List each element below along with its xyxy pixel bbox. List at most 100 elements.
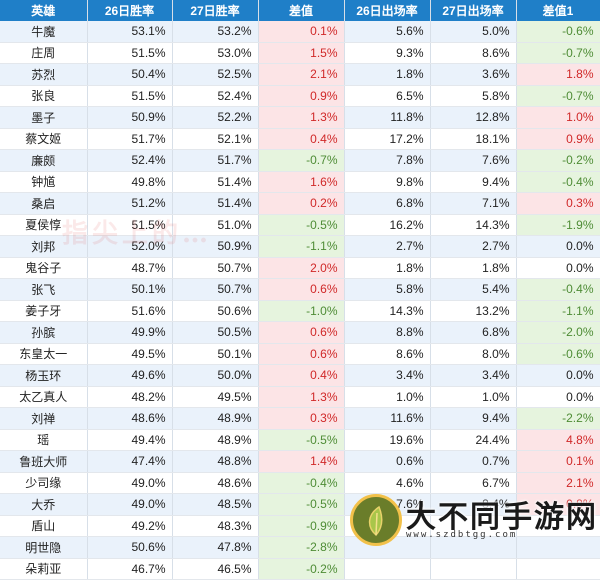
pickrate-diff-cell: 0.3% [516,192,600,215]
winrate-diff-cell: 0.9% [258,85,345,107]
winrate-diff-cell: -2.8% [258,536,345,559]
hero-name-cell: 苏烈 [0,63,88,86]
winrate-26-cell: 47.4% [87,450,173,473]
pickrate-diff-cell: -0.2% [516,149,600,172]
table-row: 东皇太一 49.5% 50.1% 0.6% 8.6% 8.0% -0.6% [0,343,600,365]
pickrate-26-cell: 5.8% [344,278,431,301]
winrate-diff-cell: -1.0% [258,300,345,322]
winrate-27-cell: 51.4% [172,171,259,193]
hero-name-cell: 廉颇 [0,149,88,172]
header-hero[interactable]: 英雄 [0,0,88,21]
pickrate-diff-cell: 0.1% [516,450,600,473]
winrate-27-cell: 53.2% [172,21,259,43]
winrate-26-cell: 49.5% [87,343,173,365]
pickrate-27-cell [430,558,517,580]
table-row: 苏烈 50.4% 52.5% 2.1% 1.8% 3.6% 1.8% [0,63,600,86]
table-row: 庄周 51.5% 53.0% 1.5% 9.3% 8.6% -0.7% [0,42,600,64]
pickrate-27-cell [430,536,517,559]
winrate-26-cell: 49.4% [87,429,173,451]
pickrate-27-cell: 1.0% [430,386,517,408]
winrate-26-cell: 50.4% [87,63,173,86]
pickrate-diff-cell: -0.7% [516,85,600,107]
hero-name-cell: 少司缘 [0,472,88,494]
pickrate-27-cell: 5.4% [430,278,517,301]
winrate-27-cell: 50.1% [172,343,259,365]
winrate-27-cell: 48.9% [172,429,259,451]
winrate-26-cell: 53.1% [87,21,173,43]
winrate-26-cell: 49.8% [87,171,173,193]
winrate-diff-cell: -0.5% [258,493,345,516]
pickrate-diff-cell [516,536,600,559]
winrate-26-cell: 50.1% [87,278,173,301]
hero-name-cell: 张良 [0,85,88,107]
pickrate-diff-cell: -1.1% [516,300,600,322]
winrate-26-cell: 49.2% [87,515,173,537]
pickrate-26-cell: 19.6% [344,429,431,451]
pickrate-diff-cell: -0.4% [516,278,600,301]
pickrate-diff-cell [516,515,600,537]
table-row: 瑶 49.4% 48.9% -0.5% 19.6% 24.4% 4.8% [0,429,600,451]
winrate-diff-cell: -0.5% [258,214,345,236]
winrate-diff-cell: 1.3% [258,106,345,129]
table-row: 姜子牙 51.6% 50.6% -1.0% 14.3% 13.2% -1.1% [0,300,600,322]
pickrate-26-cell: 1.8% [344,257,431,279]
pickrate-26-cell: 8.8% [344,321,431,344]
pickrate-27-cell: 2.7% [430,235,517,258]
pickrate-26-cell: 1.8% [344,63,431,86]
winrate-26-cell: 51.7% [87,128,173,150]
winrate-diff-cell: 1.6% [258,171,345,193]
pickrate-26-cell: 7.6% [344,493,431,516]
table-row: 墨子 50.9% 52.2% 1.3% 11.8% 12.8% 1.0% [0,106,600,129]
table-row: 盾山 49.2% 48.3% -0.9% [0,515,600,537]
winrate-26-cell: 52.4% [87,149,173,172]
hero-name-cell: 孙膑 [0,321,88,344]
pickrate-diff-cell: 0.9% [516,128,600,150]
header-winrate-diff[interactable]: 差值 [258,0,345,21]
winrate-26-cell: 52.0% [87,235,173,258]
winrate-27-cell: 53.0% [172,42,259,64]
pickrate-27-cell: 6.8% [430,321,517,344]
table-row: 刘禅 48.6% 48.9% 0.3% 11.6% 9.4% -2.2% [0,407,600,430]
header-pickrate-27[interactable]: 27日出场率 [430,0,517,21]
table-row: 鬼谷子 48.7% 50.7% 2.0% 1.8% 1.8% 0.0% [0,257,600,279]
pickrate-26-cell: 8.6% [344,343,431,365]
pickrate-26-cell [344,515,431,537]
hero-name-cell: 墨子 [0,106,88,129]
header-winrate-27[interactable]: 27日胜率 [172,0,259,21]
table-row: 朵莉亚 46.7% 46.5% -0.2% [0,558,600,580]
winrate-27-cell: 52.4% [172,85,259,107]
pickrate-26-cell: 6.5% [344,85,431,107]
winrate-diff-cell: -0.4% [258,472,345,494]
pickrate-27-cell: 9.4% [430,407,517,430]
header-pickrate-26[interactable]: 26日出场率 [344,0,431,21]
header-pickrate-diff[interactable]: 差值1 [516,0,600,21]
pickrate-26-cell: 2.7% [344,235,431,258]
winrate-27-cell: 52.5% [172,63,259,86]
winrate-diff-cell: -1.1% [258,235,345,258]
winrate-diff-cell: 0.4% [258,364,345,387]
winrate-diff-cell: 1.3% [258,386,345,408]
winrate-diff-cell: -0.7% [258,149,345,172]
pickrate-26-cell: 1.0% [344,386,431,408]
pickrate-27-cell: 0.7% [430,450,517,473]
winrate-27-cell: 50.5% [172,321,259,344]
table-row: 张良 51.5% 52.4% 0.9% 6.5% 5.8% -0.7% [0,85,600,107]
winrate-diff-cell: 0.6% [258,278,345,301]
pickrate-27-cell: 1.8% [430,257,517,279]
winrate-diff-cell: 0.6% [258,321,345,344]
pickrate-diff-cell: 0.8% [516,493,600,516]
winrate-26-cell: 49.0% [87,493,173,516]
pickrate-diff-cell: -0.6% [516,343,600,365]
table-row: 桑启 51.2% 51.4% 0.2% 6.8% 7.1% 0.3% [0,192,600,215]
winrate-26-cell: 51.5% [87,214,173,236]
winrate-27-cell: 52.1% [172,128,259,150]
winrate-26-cell: 49.9% [87,321,173,344]
winrate-26-cell: 48.6% [87,407,173,430]
pickrate-27-cell: 6.7% [430,472,517,494]
winrate-26-cell: 51.2% [87,192,173,215]
header-winrate-26[interactable]: 26日胜率 [87,0,173,21]
hero-name-cell: 夏侯惇 [0,214,88,236]
winrate-diff-cell: -0.9% [258,515,345,537]
pickrate-26-cell: 9.3% [344,42,431,64]
pickrate-diff-cell: -0.6% [516,21,600,43]
